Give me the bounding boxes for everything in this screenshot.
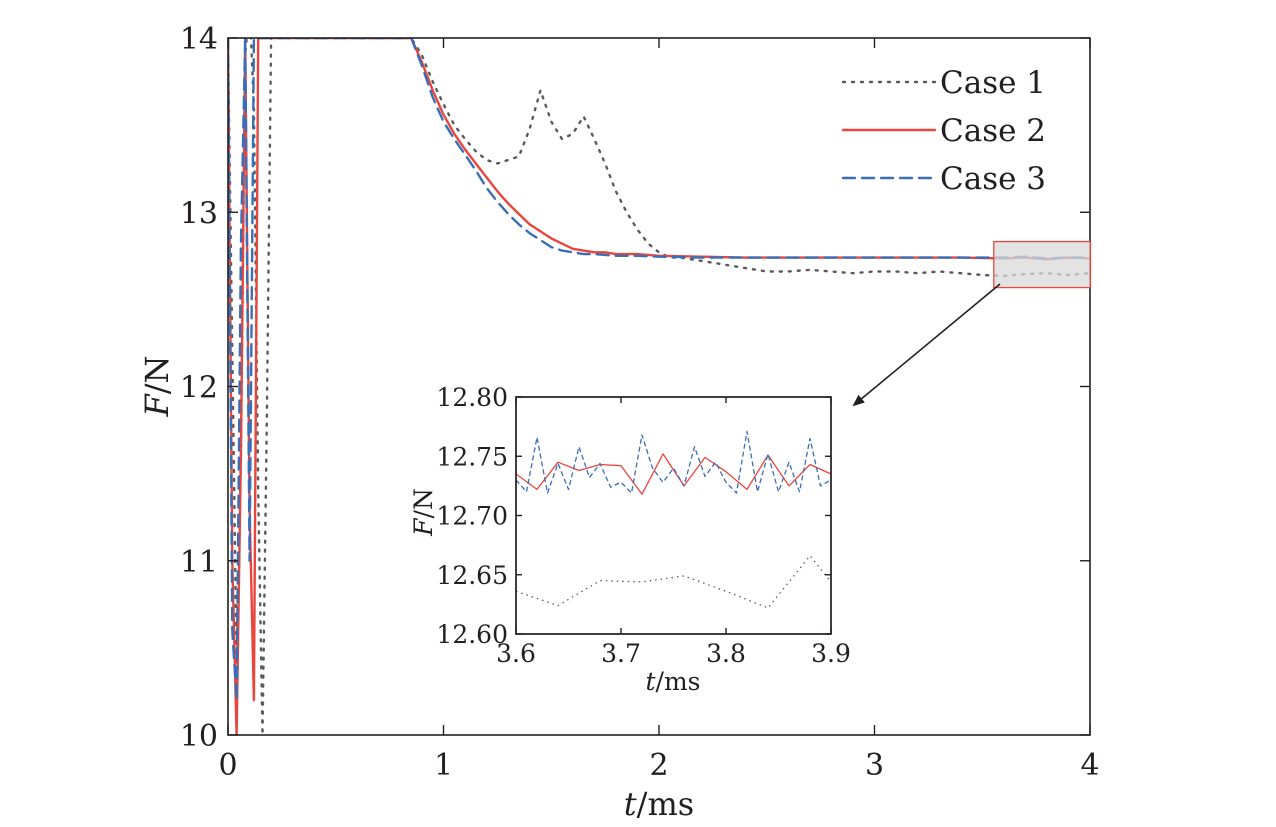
inset-y-tick-label: 12.65 — [436, 561, 508, 590]
legend-label-2: Case 2 — [940, 113, 1046, 149]
main-x-tick-label: 2 — [649, 748, 668, 783]
inset-y-axis-label: F/N — [409, 488, 438, 537]
inset-background — [515, 396, 832, 635]
inset-x-tick-label: 3.6 — [496, 639, 536, 668]
inset-y-tick-label: 12.80 — [436, 383, 508, 412]
main-x-tick-label: 1 — [434, 748, 453, 783]
main-x-tick-label: 3 — [865, 748, 884, 783]
zoom-arrow — [852, 283, 1001, 407]
main-ticks — [227, 37, 1091, 736]
inset-series-group — [516, 430, 831, 609]
inset-series-line-1 — [516, 555, 831, 609]
inset-x-tick-label: 3.7 — [601, 639, 641, 668]
main-x-tick-label: 4 — [1080, 748, 1099, 783]
inset-x-tick-label: 3.9 — [811, 639, 851, 668]
inset-y-tick-label: 12.75 — [436, 442, 508, 471]
inset-y-tick-label: 12.70 — [436, 502, 508, 531]
main-y-tick-label: 13 — [180, 196, 218, 231]
main-x-tick-label: 0 — [218, 748, 237, 783]
inset-x-axis-label: t/ms — [645, 667, 700, 696]
main-x-axis-label: t/ms — [624, 785, 694, 823]
legend-label-1: Case 1 — [940, 65, 1046, 101]
main-y-tick-label: 11 — [180, 545, 218, 580]
inset-tick-labels: 3.6 3.7 3.8 3.9 12.60 12.65 12.70 12.75 12.80 — [436, 383, 850, 668]
legend-label-3: Case 3 — [940, 161, 1046, 197]
main-series-line-3 — [228, 38, 1090, 702]
inset-ticks — [515, 396, 832, 635]
inset-y-tick-label: 12.60 — [436, 620, 508, 649]
zoom-region-box — [993, 240, 1092, 289]
inset-series-line-2 — [516, 453, 831, 495]
inset-x-tick-label: 3.8 — [706, 639, 746, 668]
inset-series-line-3 — [516, 430, 831, 494]
main-y-tick-label: 14 — [180, 22, 218, 57]
main-y-tick-label: 12 — [180, 371, 218, 406]
main-series-line-1 — [228, 38, 1090, 735]
legend: Case 1 Case 2 Case 3 — [841, 65, 1046, 197]
main-series-group — [228, 38, 1090, 735]
inset-plot: 3.6 3.7 3.8 3.9 12.60 12.65 12.70 12.75 12.80 t/… — [409, 383, 851, 696]
main-y-tick-label: 10 — [180, 719, 218, 754]
main-y-axis-label: F/N — [138, 356, 176, 418]
